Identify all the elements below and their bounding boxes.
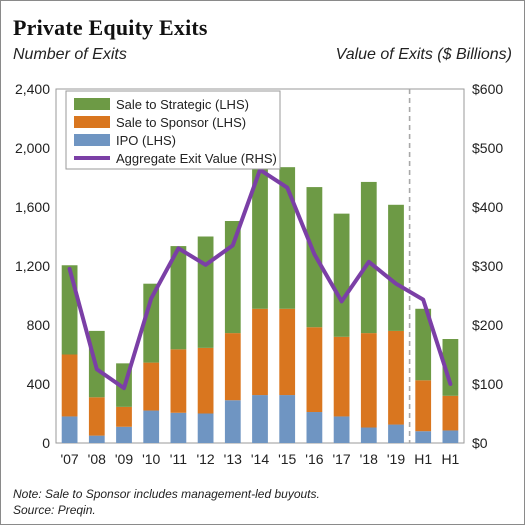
x-tick-label: '11 [170,451,187,467]
legend-label: IPO (LHS) [116,133,176,148]
bar-segment [306,327,323,413]
source-text: Source: Preqin. [13,503,96,517]
bar-segment [61,265,78,355]
bar-segment [388,330,404,425]
y-right-tick-label: $300 [472,258,503,274]
y-left-tick-label: 2,000 [15,140,50,156]
y-left-tick-label: 0 [42,435,50,451]
x-tick-label: '13 [224,451,242,467]
x-tick-label: H1 [414,451,432,467]
y-left-tick-label: 2,400 [15,81,50,97]
bar-segment [116,426,132,443]
y-right-tick-label: $500 [472,140,503,156]
bar-segment [333,336,350,417]
bar-segment [224,333,241,401]
x-tick-label: '19 [387,451,405,467]
y-left-tick-label: 800 [27,317,51,333]
bar-segment [388,204,404,331]
x-tick-label: '09 [115,451,133,467]
x-tick-label: '12 [196,451,214,467]
line-layer [67,167,453,391]
bar-segment [360,427,377,443]
bar-segment [252,395,268,443]
bar-segment [143,362,160,411]
chart-plot: 0 400 800 1,200 1,600 2,000 2,400 $0 $100 $200 $30… [15,81,503,471]
bar-segment [170,246,187,350]
legend-swatch [74,98,110,110]
y-right-tick-label: $600 [472,81,503,97]
bar-segment [170,412,187,443]
bar-segment [360,181,377,334]
bar-segment [442,395,459,431]
x-tick-label: '20 [441,469,459,471]
legend-label: Sale to Strategic (LHS) [116,97,249,112]
bar-segment [143,410,160,443]
x-tick-label: H1 [441,451,459,467]
bar-segment [279,395,296,443]
bar-segment [170,349,187,413]
x-tick-label: '19 [414,469,432,471]
y-right-tick-label: $0 [472,435,488,451]
legend-label: Sale to Sponsor (LHS) [116,115,246,130]
bar-segment [360,333,377,428]
note-text: Note: Sale to Sponsor includes managemen… [13,487,320,501]
bar-segment [333,416,350,443]
bar-segment [252,167,268,309]
chart-title: Private Equity Exits [13,15,208,40]
bar-segment [197,413,214,443]
x-tick-label: '18 [360,451,378,467]
bar-segment [88,435,105,443]
bar-segment [224,221,241,334]
bar-segment [415,431,432,443]
x-tick-label: '10 [142,451,160,467]
y-left-tick-label: 400 [27,376,51,392]
bar-segment [197,347,214,414]
bar-segment [224,400,241,443]
bar-segment [116,406,132,427]
bar-segment [88,397,105,436]
bar-segment [388,424,404,443]
bar-segment [415,308,432,381]
x-tick-label: '14 [251,451,269,467]
x-tick-label: '07 [60,451,78,467]
x-tick-label: '15 [278,451,296,467]
legend-label: Aggregate Exit Value (RHS) [116,151,277,166]
bar-segment [279,308,296,396]
y-left-tick-label: 1,600 [15,199,50,215]
left-axis-label: Number of Exits [13,46,127,63]
legend: Sale to Strategic (LHS) Sale to Sponsor (… [65,90,281,170]
x-tick-label: '08 [88,451,106,467]
legend-swatch [74,134,110,146]
bar-segment [61,416,78,443]
bar-segment [197,236,214,348]
bar-segment [415,380,432,432]
bar-segment [333,213,350,337]
y-right-tick-label: $100 [472,376,503,392]
legend-swatch [74,116,110,128]
axis-layer: 0 400 800 1,200 1,600 2,000 2,400 $0 $100 $200 $30… [15,81,503,471]
y-right-tick-label: $400 [472,199,503,215]
bar-segment [143,283,160,363]
bar-segment [279,167,296,309]
y-left-tick-label: 1,200 [15,258,50,274]
bar-segment [442,430,459,443]
y-right-tick-label: $200 [472,317,503,333]
x-tick-label: '16 [305,451,323,467]
bar-segment [306,412,323,443]
bar-segment [61,354,78,417]
right-axis-label: Value of Exits ($ Billions) [335,46,512,63]
bar-segment [252,308,268,396]
x-tick-label: '17 [332,451,350,467]
bar-segment [442,339,459,396]
